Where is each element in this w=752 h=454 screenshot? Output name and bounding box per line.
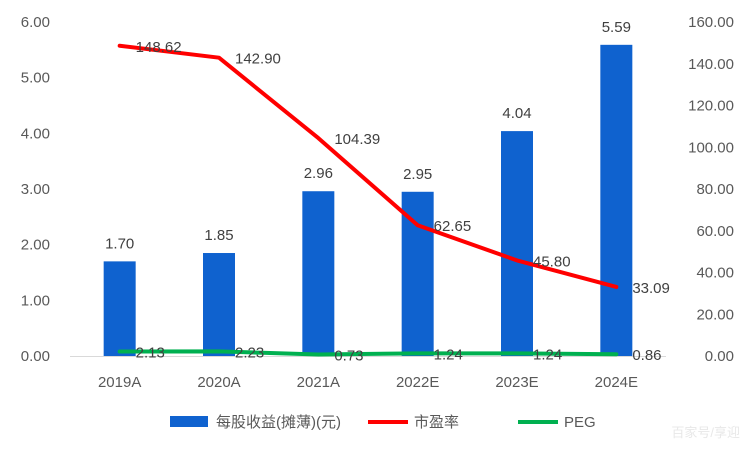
peg-data-label: 1.24	[434, 346, 463, 363]
eps-data-label: 5.59	[602, 19, 631, 36]
x-axis-tick-label: 2022E	[396, 374, 439, 391]
x-axis-tick-label: 2021A	[297, 374, 340, 391]
left-axis-tick-label: 5.00	[21, 70, 50, 87]
right-axis-tick-label: 0.00	[705, 348, 734, 365]
watermark: 百家号/享迎	[671, 425, 740, 440]
right-axis-tick-label: 40.00	[696, 265, 734, 282]
eps-data-label: 1.70	[105, 235, 134, 252]
pe-data-label: 33.09	[632, 280, 670, 297]
x-axis-tick-label: 2019A	[98, 374, 141, 391]
eps-bar	[501, 131, 533, 356]
legend-label: PEG	[564, 414, 596, 431]
legend-label: 每股收益(摊薄)(元)	[216, 414, 341, 431]
right-axis-tick-label: 60.00	[696, 223, 734, 240]
legend-item-eps: 每股收益(摊薄)(元)	[170, 414, 341, 431]
eps-data-label: 1.85	[204, 227, 233, 244]
eps-data-label: 4.04	[502, 105, 531, 122]
pe-data-label: 142.90	[235, 51, 281, 68]
eps-data-label: 2.95	[403, 166, 432, 183]
eps-data-label: 2.96	[304, 165, 333, 182]
peg-data-label: 2.23	[235, 344, 264, 361]
legend-swatch	[170, 416, 208, 427]
left-axis-tick-label: 4.00	[21, 125, 50, 142]
line-series	[117, 43, 619, 357]
right-axis-tick-label: 80.00	[696, 181, 734, 198]
data-labels: 1.70 1.85 2.96 2.95 4.04 5.59 148.62 142.90 104.…	[105, 19, 670, 365]
left-axis-tick-label: 0.00	[21, 348, 50, 365]
pe-line	[117, 43, 619, 289]
peg-data-label: 0.73	[334, 347, 363, 364]
legend-item-peg: PEG	[518, 414, 596, 431]
eps-bars	[103, 44, 633, 356]
eps-bar	[302, 191, 335, 356]
left-axis-tick-label: 1.00	[21, 292, 50, 309]
left-y-axis: 0.00 1.00 2.00 3.00 4.00 5.00 6.00	[21, 14, 50, 365]
pe-data-label: 148.62	[136, 39, 182, 56]
right-axis-tick-label: 160.00	[688, 14, 734, 31]
x-axis-tick-label: 2024E	[595, 374, 638, 391]
right-axis-tick-label: 140.00	[688, 56, 734, 73]
eps-bar	[401, 191, 434, 356]
legend-item-pe: 市盈率	[368, 414, 459, 431]
peg-data-label: 2.13	[136, 345, 165, 362]
legend: 每股收益(摊薄)(元) 市盈率 PEG	[170, 414, 596, 431]
x-axis: 2019A 2020A 2021A 2022E 2023E 2024E	[70, 356, 666, 391]
left-axis-tick-label: 6.00	[21, 14, 50, 31]
eps-bar	[203, 253, 235, 356]
peg-data-label: 0.86	[632, 347, 661, 364]
pe-data-label: 45.80	[533, 253, 571, 270]
right-axis-tick-label: 100.00	[688, 139, 734, 156]
peg-line	[117, 349, 619, 357]
right-axis-tick-label: 120.00	[688, 98, 734, 115]
peg-data-label: 1.24	[533, 346, 562, 363]
eps-bar	[600, 44, 633, 356]
x-axis-tick-label: 2023E	[495, 374, 538, 391]
legend-label: 市盈率	[414, 414, 459, 431]
eps-bar	[103, 261, 136, 356]
right-axis-tick-label: 20.00	[696, 306, 734, 323]
left-axis-tick-label: 2.00	[21, 237, 50, 254]
pe-data-label: 104.39	[334, 131, 380, 148]
right-y-axis: 0.00 20.00 40.00 60.00 80.00 100.00 120.00 140.…	[688, 14, 734, 365]
left-axis-tick-label: 3.00	[21, 181, 50, 198]
x-axis-tick-label: 2020A	[197, 374, 240, 391]
pe-data-label: 62.65	[434, 218, 472, 235]
